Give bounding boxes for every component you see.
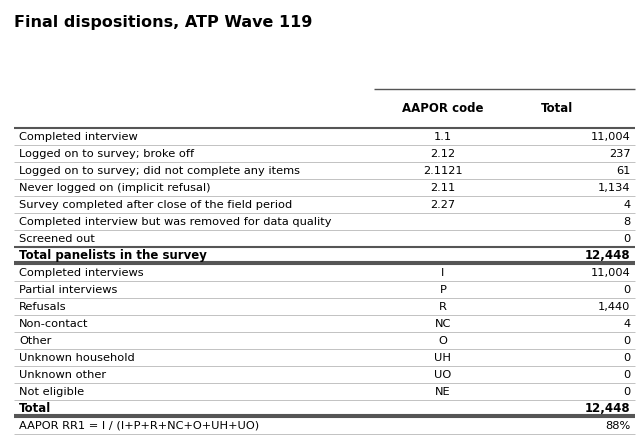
Text: NE: NE (435, 387, 451, 397)
Text: 2.11: 2.11 (430, 183, 456, 193)
Text: 2.27: 2.27 (430, 200, 456, 210)
Text: 12,448: 12,448 (585, 402, 630, 415)
Text: 1.1: 1.1 (434, 132, 452, 142)
Text: 12,448: 12,448 (585, 249, 630, 262)
Text: 1,440: 1,440 (598, 302, 630, 312)
Text: AAPOR RR1 = I / (I+P+R+NC+O+UH+UO): AAPOR RR1 = I / (I+P+R+NC+O+UH+UO) (19, 421, 259, 431)
Text: Other: Other (19, 336, 52, 346)
Text: AAPOR code: AAPOR code (402, 102, 484, 115)
Text: UO: UO (434, 370, 451, 380)
Text: Screened out: Screened out (19, 234, 95, 244)
Text: 4: 4 (623, 200, 630, 210)
Text: 11,004: 11,004 (591, 268, 630, 278)
Text: I: I (441, 268, 445, 278)
Text: Unknown other: Unknown other (19, 370, 106, 380)
Text: Non-contact: Non-contact (19, 319, 89, 329)
Text: 0: 0 (623, 336, 630, 346)
Text: Logged on to survey; broke off: Logged on to survey; broke off (19, 149, 195, 159)
Text: Completed interview but was removed for data quality: Completed interview but was removed for … (19, 217, 332, 227)
Text: R: R (439, 302, 447, 312)
Text: Total panelists in the survey: Total panelists in the survey (19, 249, 207, 262)
Text: Completed interview: Completed interview (19, 132, 138, 142)
Text: 0: 0 (623, 285, 630, 295)
Text: 0: 0 (623, 387, 630, 397)
Text: O: O (438, 336, 447, 346)
Text: 4: 4 (623, 319, 630, 329)
Text: P: P (440, 285, 446, 295)
Text: 2.1121: 2.1121 (423, 166, 463, 176)
Text: Partial interviews: Partial interviews (19, 285, 118, 295)
Text: Final dispositions, ATP Wave 119: Final dispositions, ATP Wave 119 (14, 15, 312, 29)
Text: UH: UH (435, 353, 451, 363)
Text: Completed interviews: Completed interviews (19, 268, 144, 278)
Text: Logged on to survey; did not complete any items: Logged on to survey; did not complete an… (19, 166, 300, 176)
Text: 8: 8 (623, 217, 630, 227)
Text: 1,134: 1,134 (598, 183, 630, 193)
Text: NC: NC (435, 319, 451, 329)
Text: 2.12: 2.12 (430, 149, 456, 159)
Text: 237: 237 (609, 149, 630, 159)
Text: Total: Total (541, 102, 573, 115)
Text: 61: 61 (616, 166, 630, 176)
Text: 11,004: 11,004 (591, 132, 630, 142)
Text: Never logged on (implicit refusal): Never logged on (implicit refusal) (19, 183, 211, 193)
Text: Survey completed after close of the field period: Survey completed after close of the fiel… (19, 200, 292, 210)
Text: Not eligible: Not eligible (19, 387, 84, 397)
Text: Unknown household: Unknown household (19, 353, 135, 363)
Text: 88%: 88% (605, 421, 630, 431)
Text: 0: 0 (623, 353, 630, 363)
Text: 0: 0 (623, 370, 630, 380)
Text: Refusals: Refusals (19, 302, 67, 312)
Text: 0: 0 (623, 234, 630, 244)
Text: Total: Total (19, 402, 51, 415)
